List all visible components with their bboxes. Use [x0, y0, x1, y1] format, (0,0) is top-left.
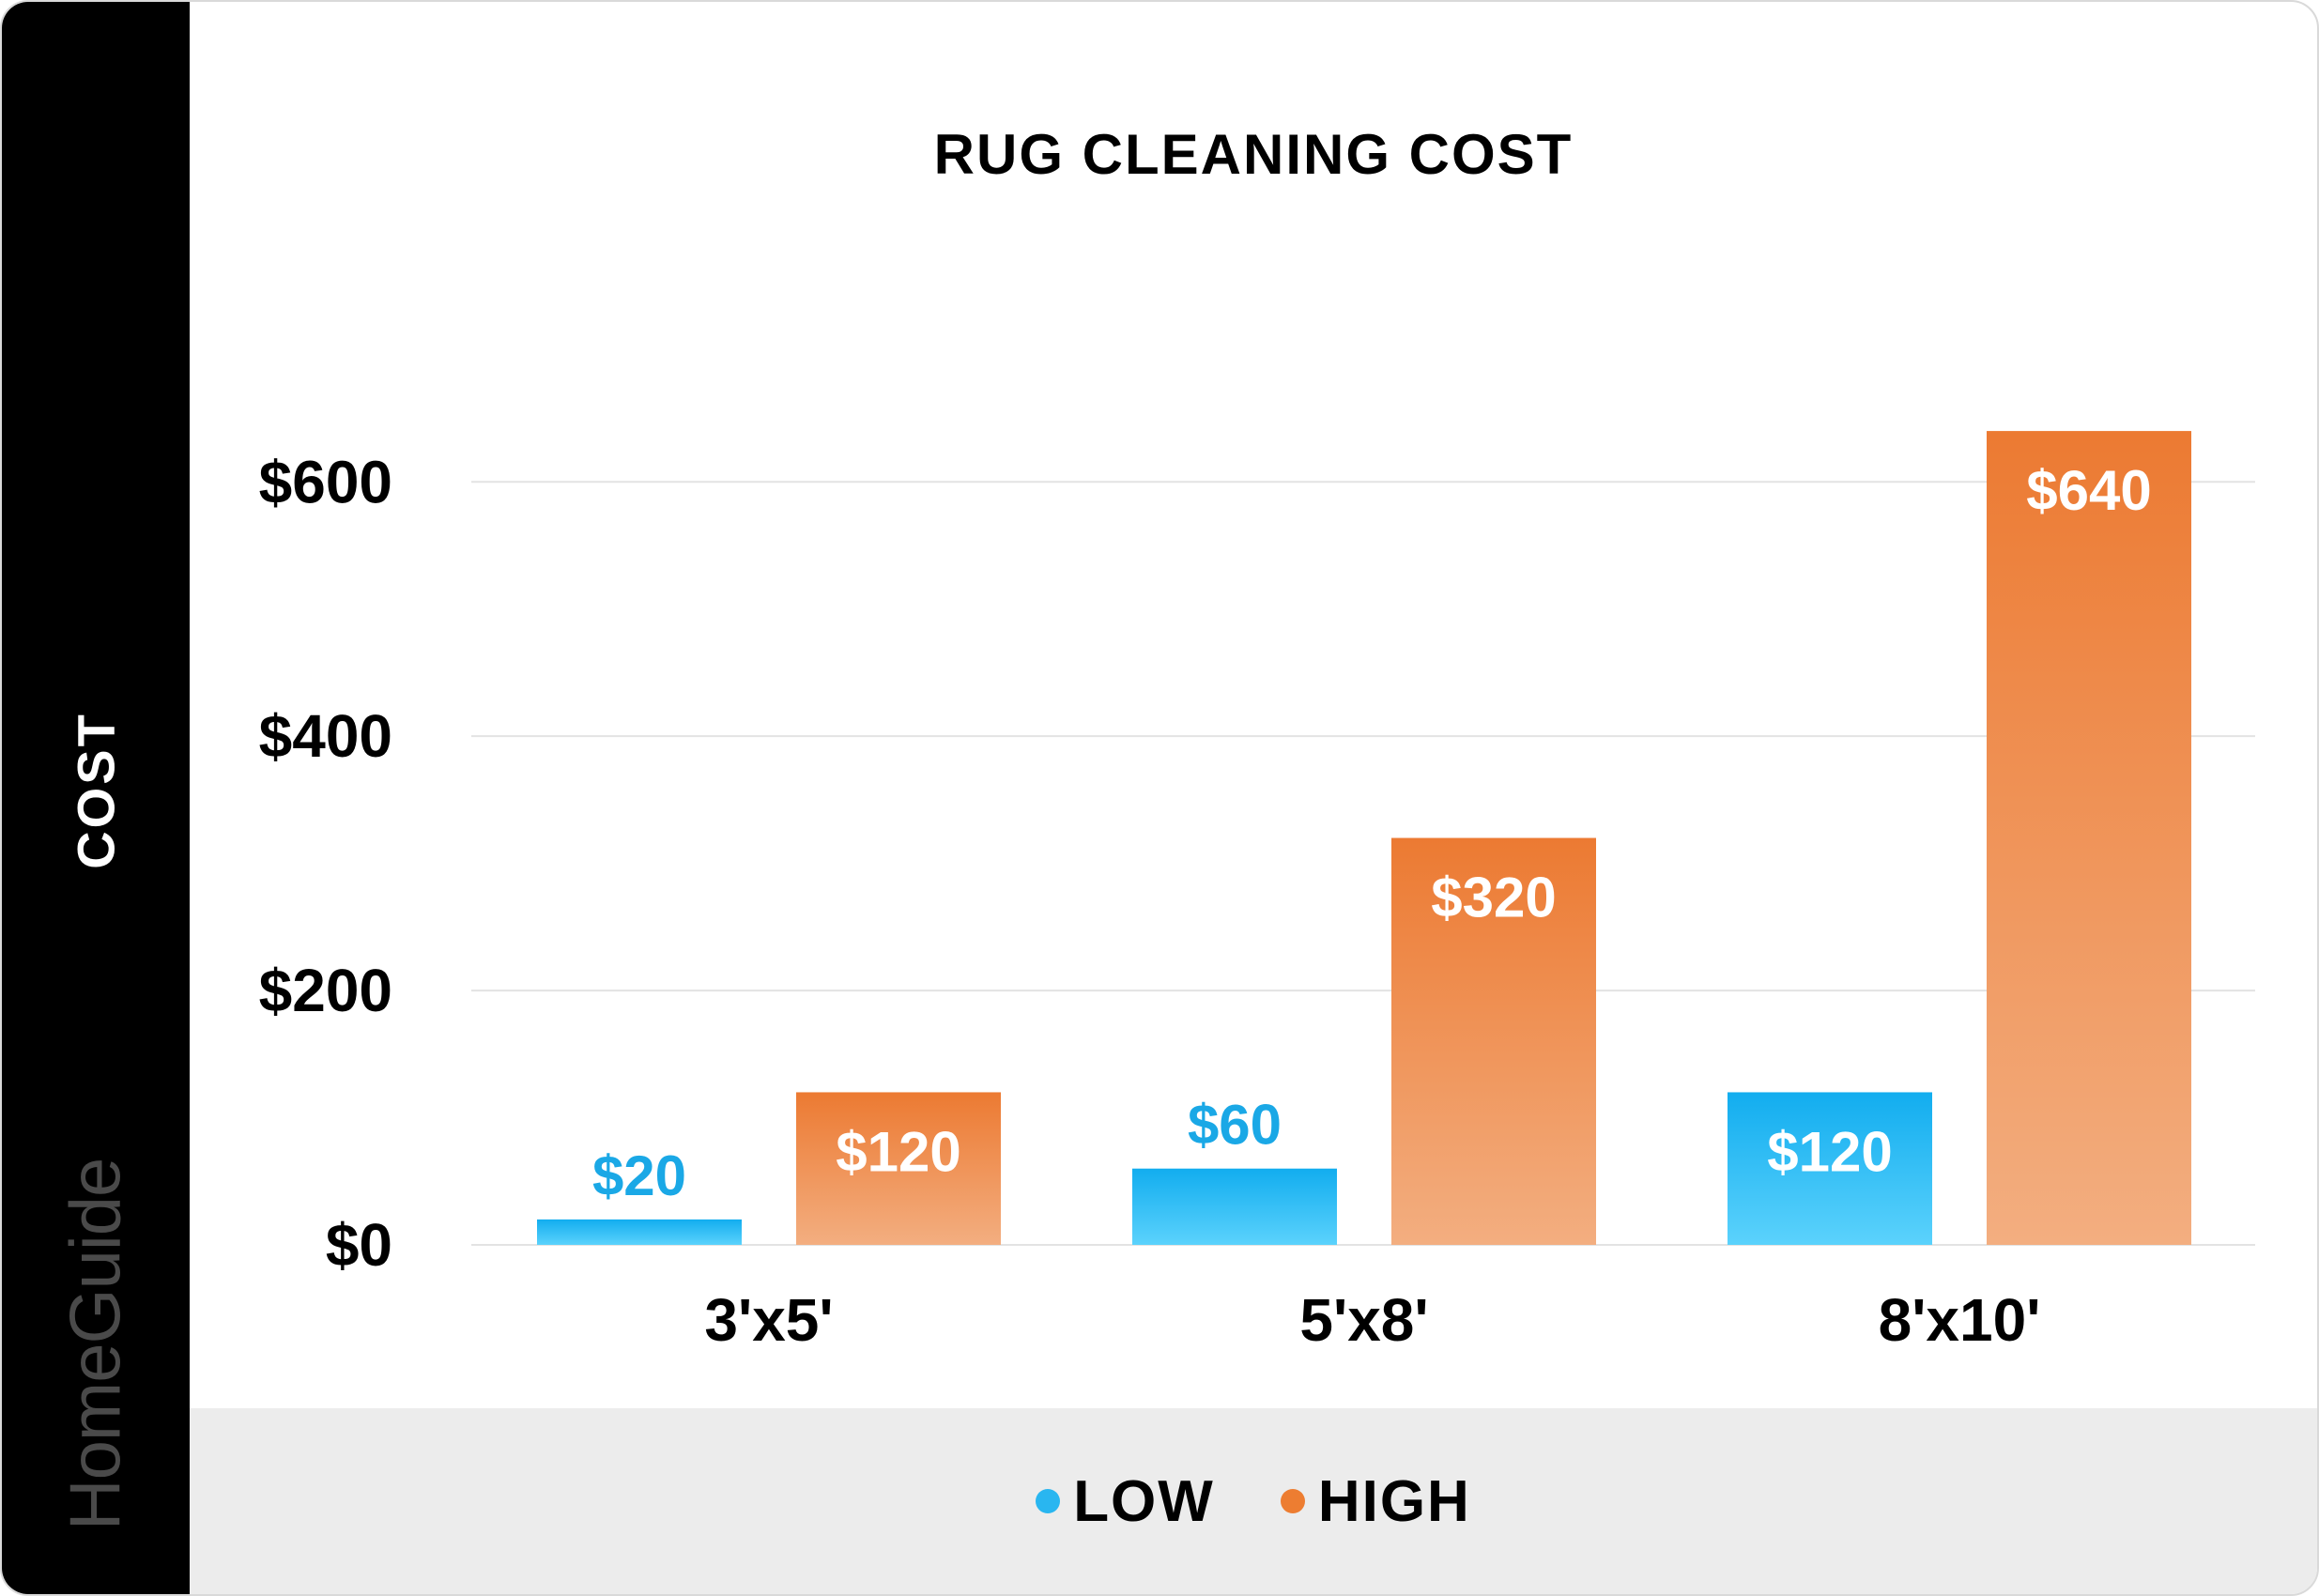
- y-tick-label: $200: [259, 957, 392, 1024]
- x-tick-label: 3'x5': [704, 1286, 833, 1354]
- x-tick-label: 8'x10': [1879, 1286, 2041, 1354]
- data-label-low-2: $120: [1767, 1120, 1892, 1183]
- legend-label-low: LOW: [1073, 1468, 1215, 1534]
- legend: LOW HIGH: [190, 1408, 2317, 1594]
- data-labels: $20 $120 $60 $320 $120 $640: [592, 459, 2152, 1207]
- legend-items: LOW HIGH: [190, 1408, 2317, 1594]
- y-tick-label: $0: [326, 1211, 392, 1279]
- x-tick-labels: 3'x5' 5'x8' 8'x10': [704, 1286, 2040, 1354]
- legend-item-high: HIGH: [1280, 1468, 1471, 1535]
- data-label-high-2: $640: [2026, 459, 2151, 522]
- legend-label-high: HIGH: [1317, 1468, 1471, 1534]
- bar-high-2: [1987, 431, 2191, 1245]
- legend-dot-low: [1036, 1489, 1061, 1513]
- bar-low-0: [537, 1219, 742, 1245]
- bar-low-1: [1132, 1168, 1337, 1245]
- gridlines: [471, 481, 2255, 1246]
- chart-title: RUG CLEANING COST: [933, 123, 1574, 186]
- bar-chart: $0 $200 $400 $600 $20 $120 $60 $320 $120 $640 3'…: [259, 431, 2255, 1354]
- data-label-high-1: $320: [1431, 867, 1556, 929]
- data-label-low-0: $20: [592, 1144, 686, 1207]
- y-tick-label: $600: [259, 448, 392, 515]
- x-tick-label: 5'x8': [1299, 1286, 1428, 1354]
- y-axis-label: COST: [66, 712, 126, 869]
- data-label-high-0: $120: [836, 1120, 960, 1183]
- y-tick-label: $400: [259, 702, 392, 770]
- bar-high-0: [796, 1092, 1001, 1245]
- legend-dot-high: [1280, 1489, 1305, 1513]
- brand-logo: HomeGuide: [55, 1158, 136, 1531]
- bar-low-2: [1728, 1092, 1932, 1245]
- legend-item-low: LOW: [1036, 1468, 1215, 1535]
- sidebar: COST HomeGuide: [2, 2, 190, 1594]
- data-label-low-1: $60: [1188, 1094, 1282, 1157]
- y-tick-labels: $0 $200 $400 $600: [259, 448, 392, 1279]
- bar-high-1: [1391, 837, 1596, 1245]
- bars: [537, 431, 2191, 1245]
